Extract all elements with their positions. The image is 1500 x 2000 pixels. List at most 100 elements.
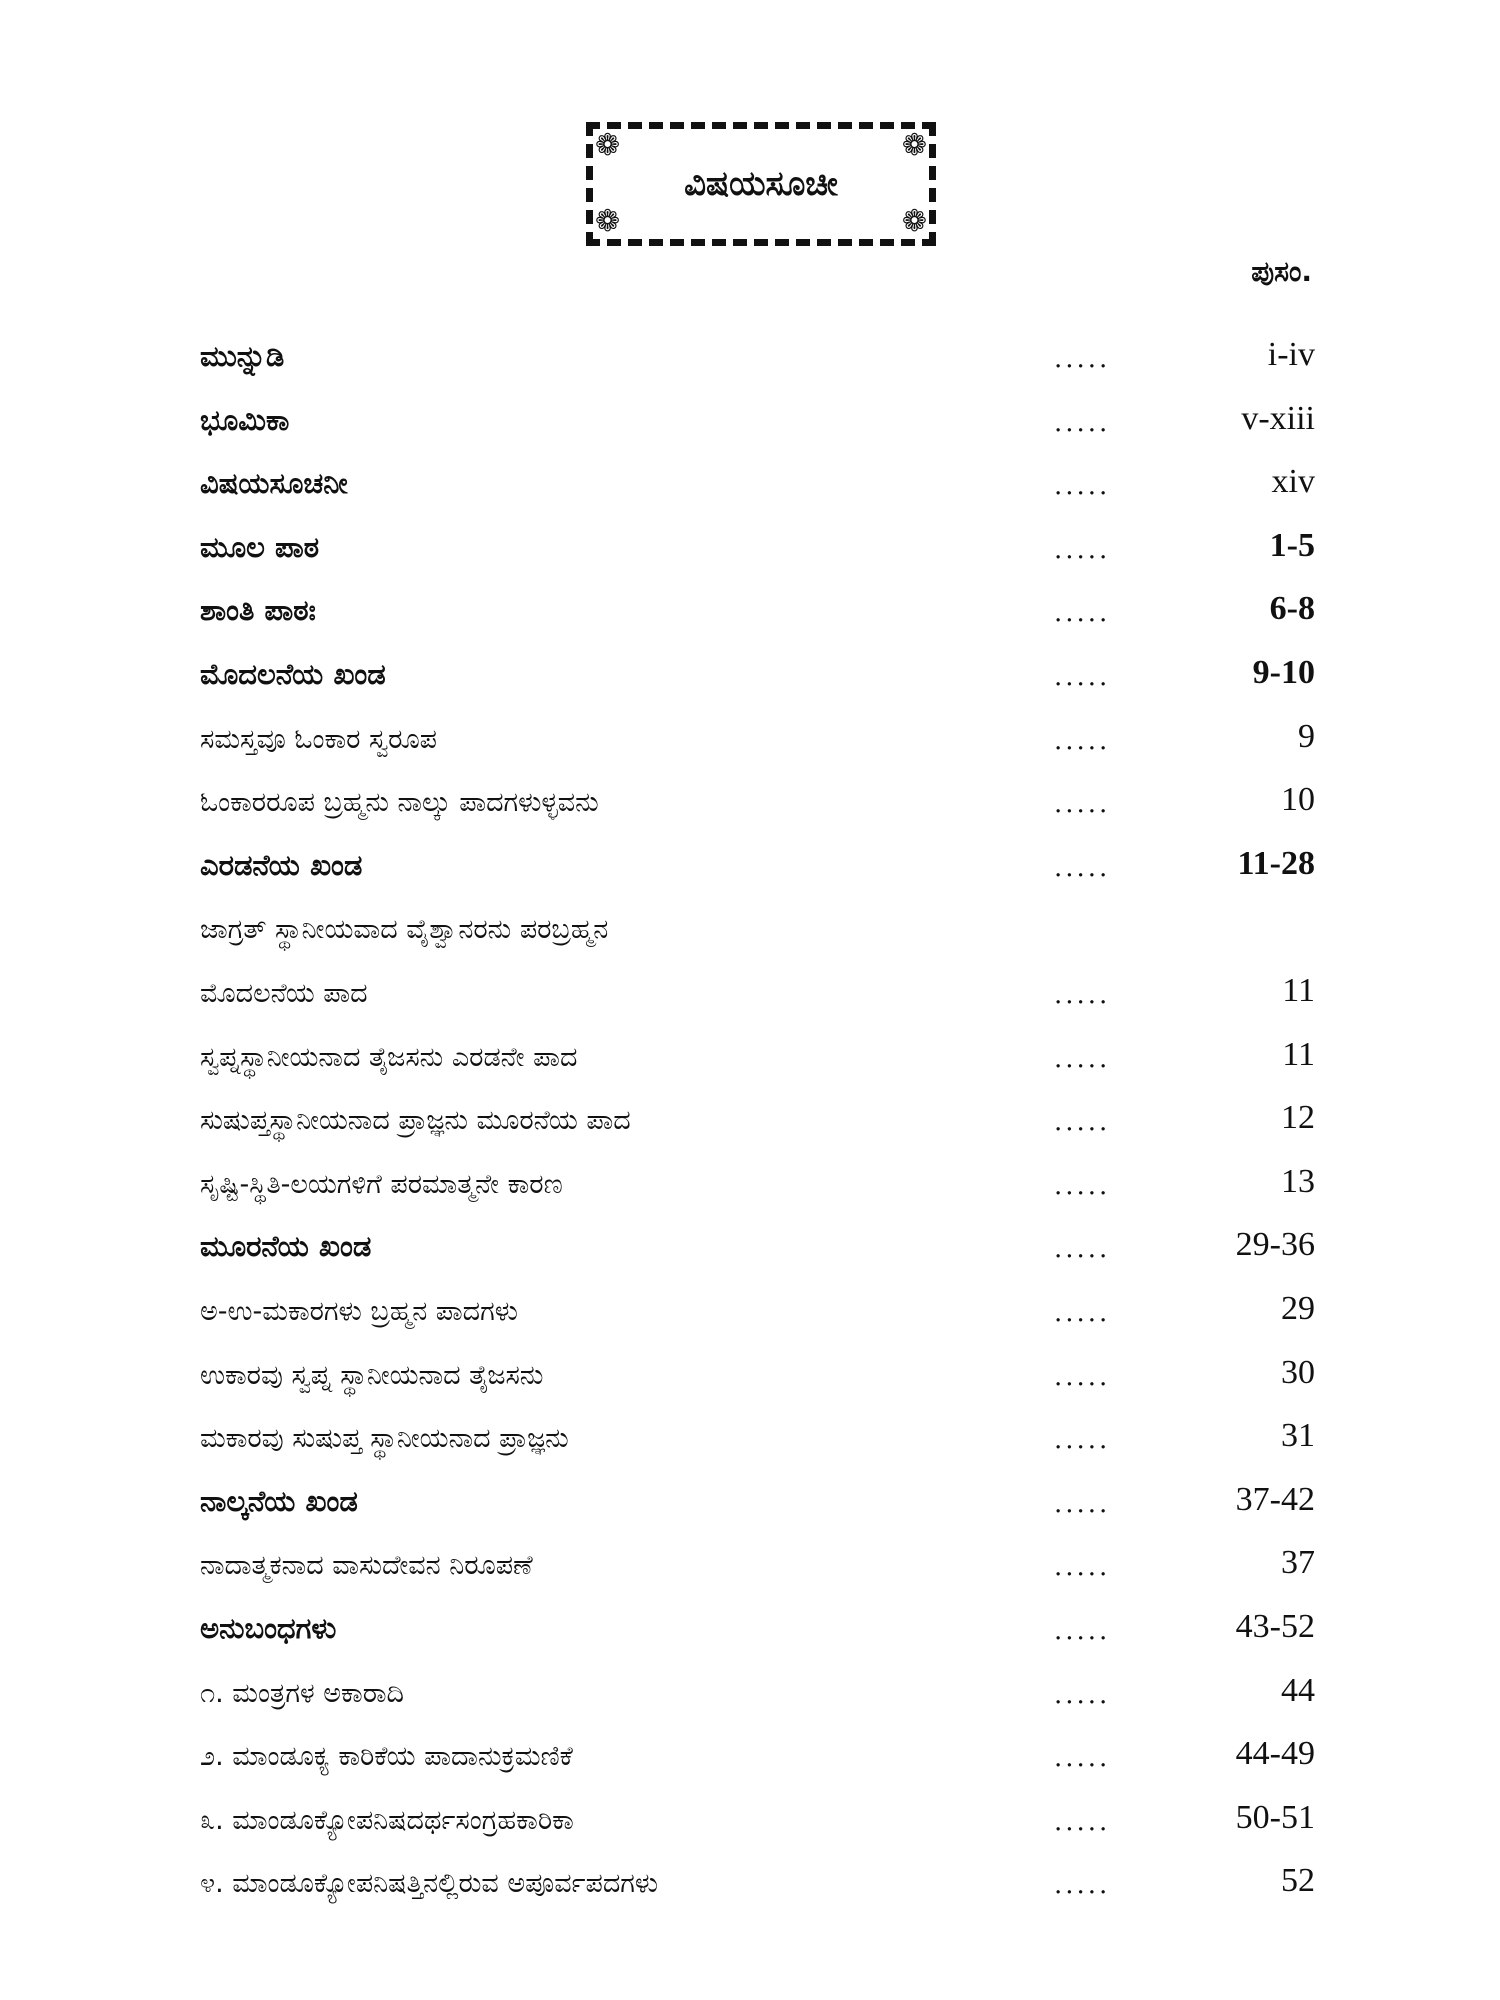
toc-entry-row: ೪. ಮಾಂಡೂಕ್ಯೋಪನಿಷತ್ತಿನಲ್ಲಿರುವ ಅಪೂರ್ವಪದಗಳು… bbox=[200, 1848, 1315, 1908]
dot-leader: ..... bbox=[1054, 1616, 1111, 1646]
dot-leader: ..... bbox=[1054, 1170, 1111, 1201]
entry-title: ಶಾಂತಿ ಪಾಠಃ bbox=[200, 593, 316, 628]
page-number: i-iv bbox=[1267, 336, 1315, 373]
page-number: 9-10 bbox=[1252, 654, 1315, 691]
entry-title: ಅ-ಉ-ಮಕಾರಗಳು ಬ್ರಹ್ಮನ ಪಾದಗಳು bbox=[200, 1296, 518, 1327]
toc-section-row: ಶಾಂತಿ ಪಾಠಃ..... 6-8 bbox=[200, 576, 1315, 636]
dot-leader: ..... bbox=[1054, 980, 1111, 1010]
page-number: 11 bbox=[1282, 972, 1315, 1009]
toc-entry-row: ಮೊದಲನೆಯ ಪಾದ..... 11 bbox=[200, 958, 1315, 1018]
dot-leader: ..... bbox=[1054, 662, 1111, 692]
flourish-ornament-icon: ❁ bbox=[595, 204, 621, 239]
page-number: 9 bbox=[1298, 717, 1315, 755]
toc-entry-row: ಸುಷುಪ್ತಸ್ಥಾನೀಯನಾದ ಪ್ರಾಜ್ಞನು ಮೂರನೆಯ ಪಾದ..… bbox=[200, 1085, 1315, 1145]
entry-title: ಭೂಮಿಕಾ bbox=[200, 402, 290, 437]
dot-leader: ..... bbox=[1054, 471, 1111, 502]
dot-leader: ..... bbox=[1054, 344, 1111, 374]
toc-entry-row: ಸೃಷ್ಟಿ-ಸ್ಥಿತಿ-ಲಯಗಳಿಗೆ ಪರಮಾತ್ಮನೇ ಕಾರಣ....… bbox=[200, 1149, 1315, 1209]
dot-leader: ..... bbox=[1054, 1361, 1111, 1392]
dot-leader: ..... bbox=[1054, 725, 1111, 756]
toc-section-row: ವಿಷಯಸೂಚನೀ..... xiv bbox=[200, 449, 1315, 509]
entry-title: ೪. ಮಾಂಡೂಕ್ಯೋಪನಿಷತ್ತಿನಲ್ಲಿರುವ ಅಪೂರ್ವಪದಗಳು bbox=[200, 1868, 659, 1900]
dot-leader: ..... bbox=[1054, 852, 1111, 883]
toc-entry-row: ನಾದಾತ್ಮಕನಾದ ವಾಸುದೇವನ ನಿರೂಪಣೆ..... 37 bbox=[200, 1530, 1315, 1590]
toc-entry-row: ಓಂಕಾರರೂಪ ಬ್ರಹ್ಮನು ನಾಲ್ಕು ಪಾದಗಳುಳ್ಳವನು...… bbox=[200, 767, 1315, 827]
entry-title: ಉಕಾರವು ಸ್ವಪ್ನ ಸ್ಥಾನೀಯನಾದ ತೈಜಸನು bbox=[200, 1359, 544, 1391]
page-number: 37-42 bbox=[1235, 1480, 1315, 1518]
entry-title: ೨. ಮಾಂಡೂಕ್ಯ ಕಾರಿಕೆಯ ಪಾದಾನುಕ್ರಮಣಿಕೆ bbox=[200, 1741, 573, 1773]
dot-leader: ..... bbox=[1054, 1679, 1111, 1710]
dot-leader: ..... bbox=[1054, 1488, 1111, 1519]
page-number: 44-49 bbox=[1235, 1735, 1315, 1773]
entry-title: ನಾಲ್ಕನೆಯ ಖಂಡ bbox=[200, 1483, 358, 1518]
page-number: 11-28 bbox=[1237, 844, 1315, 882]
toc-entry-row: ಜಾಗ್ರತ್ ಸ್ಥಾನೀಯವಾದ ವೈಶ್ವಾನರನು ಪರಬ್ರಹ್ಮನ bbox=[200, 894, 1315, 954]
toc-section-row: ಎರಡನೆಯ ಖಂಡ..... 11-28 bbox=[200, 831, 1315, 891]
page-number: 29-36 bbox=[1235, 1226, 1315, 1264]
page-number: 37 bbox=[1281, 1544, 1315, 1582]
dot-leader: ..... bbox=[1054, 1298, 1111, 1328]
entry-title: ಮೂಲ ಪಾಠ bbox=[200, 529, 320, 564]
title-frame: ❁ ❁ ❁ ❁ ವಿಷಯಸೂಚೀ bbox=[586, 122, 936, 246]
flourish-ornament-icon: ❁ bbox=[595, 128, 621, 163]
entry-title: ಎರಡನೆಯ ಖಂಡ bbox=[200, 847, 363, 882]
entry-title: ಜಾಗ್ರತ್ ಸ್ಥಾನೀಯವಾದ ವೈಶ್ವಾನರನು ಪರಬ್ರಹ್ಮನ bbox=[200, 914, 609, 946]
toc-entry-row: ಉಕಾರವು ಸ್ವಪ್ನ ಸ್ಥಾನೀಯನಾದ ತೈಜಸನು..... 30 bbox=[200, 1340, 1315, 1400]
page-number: xiv bbox=[1271, 463, 1315, 501]
entry-title: ಮೊದಲನೆಯ ಖಂಡ bbox=[200, 657, 386, 691]
dot-leader: ..... bbox=[1054, 1743, 1111, 1774]
toc-section-row: ಮುನ್ನುಡಿ..... i-iv bbox=[200, 322, 1315, 382]
toc-entry-row: ೨. ಮಾಂಡೂಕ್ಯ ಕಾರಿಕೆಯ ಪಾದಾನುಕ್ರಮಣಿಕೆ..... 4… bbox=[200, 1721, 1315, 1781]
toc-entry-row: ೧. ಮಂತ್ರಗಳ ಅಕಾರಾದಿ..... 44 bbox=[200, 1658, 1315, 1718]
toc-entry-row: ಸ್ವಪ್ನಸ್ಥಾನೀಯನಾದ ತೈಜಸನು ಎರಡನೇ ಪಾದ..... 11 bbox=[200, 1022, 1315, 1082]
page-number: 31 bbox=[1281, 1417, 1315, 1455]
page-number: 12 bbox=[1281, 1099, 1315, 1137]
page-number: 6-8 bbox=[1269, 590, 1315, 628]
page-number: 11 bbox=[1282, 1035, 1315, 1073]
dot-leader: ..... bbox=[1054, 534, 1111, 565]
dot-leader: ..... bbox=[1054, 789, 1111, 820]
toc-entry-row: ೩. ಮಾಂಡೂಕ್ಯೋಪನಿಷದರ್ಥಸಂಗ್ರಹಕಾರಿಕಾ..... 50-… bbox=[200, 1785, 1315, 1845]
entry-title: ಸೃಷ್ಟಿ-ಸ್ಥಿತಿ-ಲಯಗಳಿಗೆ ಪರಮಾತ್ಮನೇ ಕಾರಣ bbox=[200, 1168, 563, 1200]
flourish-ornament-icon: ❁ bbox=[901, 128, 927, 163]
entry-title: ಮಕಾರವು ಸುಷುಪ್ತ ಸ್ಥಾನೀಯನಾದ ಪ್ರಾಜ್ಞನು bbox=[200, 1423, 569, 1455]
toc-entry-row: ಅ-ಉ-ಮಕಾರಗಳು ಬ್ರಹ್ಮನ ಪಾದಗಳು..... 29 bbox=[200, 1276, 1315, 1336]
page-number: 1-5 bbox=[1269, 526, 1315, 564]
page-title: ವಿಷಯಸೂಚೀ bbox=[684, 164, 838, 204]
page-number: 30 bbox=[1281, 1353, 1315, 1391]
page-number: 52 bbox=[1281, 1862, 1315, 1900]
entry-title: ಮುನ್ನುಡಿ bbox=[200, 339, 285, 373]
entry-title: ೩. ಮಾಂಡೂಕ್ಯೋಪನಿಷದರ್ಥಸಂಗ್ರಹಕಾರಿಕಾ bbox=[200, 1804, 574, 1836]
entry-title: ಸುಷುಪ್ತಸ್ಥಾನೀಯನಾದ ಪ್ರಾಜ್ಞನು ಮೂರನೆಯ ಪಾದ bbox=[200, 1105, 631, 1137]
entry-title: ಓಂಕಾರರೂಪ ಬ್ರಹ್ಮನು ನಾಲ್ಕು ಪಾದಗಳುಳ್ಳವನು bbox=[200, 787, 599, 819]
page-number: v-xiii bbox=[1241, 399, 1315, 437]
entry-title: ವಿಷಯಸೂಚನೀ bbox=[200, 466, 348, 501]
page-number: 13 bbox=[1281, 1162, 1315, 1200]
dot-leader: ..... bbox=[1054, 407, 1111, 438]
toc-entry-row: ಮಕಾರವು ಸುಷುಪ್ತ ಸ್ಥಾನೀಯನಾದ ಪ್ರಾಜ್ಞನು.....… bbox=[200, 1403, 1315, 1463]
dot-leader: ..... bbox=[1054, 1806, 1111, 1837]
dot-leader: ..... bbox=[1054, 1234, 1111, 1265]
page-number: 44 bbox=[1281, 1671, 1315, 1709]
entry-title: ೧. ಮಂತ್ರಗಳ ಅಕಾರಾದಿ bbox=[200, 1677, 404, 1709]
page-number: 29 bbox=[1281, 1290, 1315, 1327]
entry-title: ಮೊದಲನೆಯ ಪಾದ bbox=[200, 978, 368, 1009]
toc-section-row: ನಾಲ್ಕನೆಯ ಖಂಡ..... 37-42 bbox=[200, 1467, 1315, 1527]
toc-section-row: ಮೂಲ ಪಾಠ..... 1-5 bbox=[200, 513, 1315, 573]
entry-title: ಸ್ವಪ್ನಸ್ಥಾನೀಯನಾದ ತೈಜಸನು ಎರಡನೇ ಪಾದ bbox=[200, 1041, 578, 1073]
entry-title: ಮೂರನೆಯ ಖಂಡ bbox=[200, 1229, 372, 1264]
entry-title: ಅನುಬಂಧಗಳು bbox=[200, 1611, 337, 1645]
toc-section-row: ಮೂರನೆಯ ಖಂಡ..... 29-36 bbox=[200, 1212, 1315, 1272]
page-number-column-header: ಪುಸಂ. bbox=[1251, 255, 1312, 288]
entry-title: ನಾದಾತ್ಮಕನಾದ ವಾಸುದೇವನ ನಿರೂಪಣೆ bbox=[200, 1550, 533, 1582]
toc-section-row: ಮೊದಲನೆಯ ಖಂಡ..... 9-10 bbox=[200, 640, 1315, 700]
dot-leader: ..... bbox=[1054, 1552, 1111, 1583]
page-number: 10 bbox=[1281, 781, 1315, 819]
dot-leader: ..... bbox=[1054, 1107, 1111, 1138]
dot-leader: ..... bbox=[1054, 1870, 1111, 1901]
flourish-ornament-icon: ❁ bbox=[901, 204, 927, 239]
toc-section-row: ಭೂಮಿಕಾ..... v-xiii bbox=[200, 386, 1315, 446]
page-number: 50-51 bbox=[1235, 1798, 1315, 1836]
page-number: 43-52 bbox=[1235, 1608, 1315, 1645]
toc-section-row: ಅನುಬಂಧಗಳು..... 43-52 bbox=[200, 1594, 1315, 1654]
